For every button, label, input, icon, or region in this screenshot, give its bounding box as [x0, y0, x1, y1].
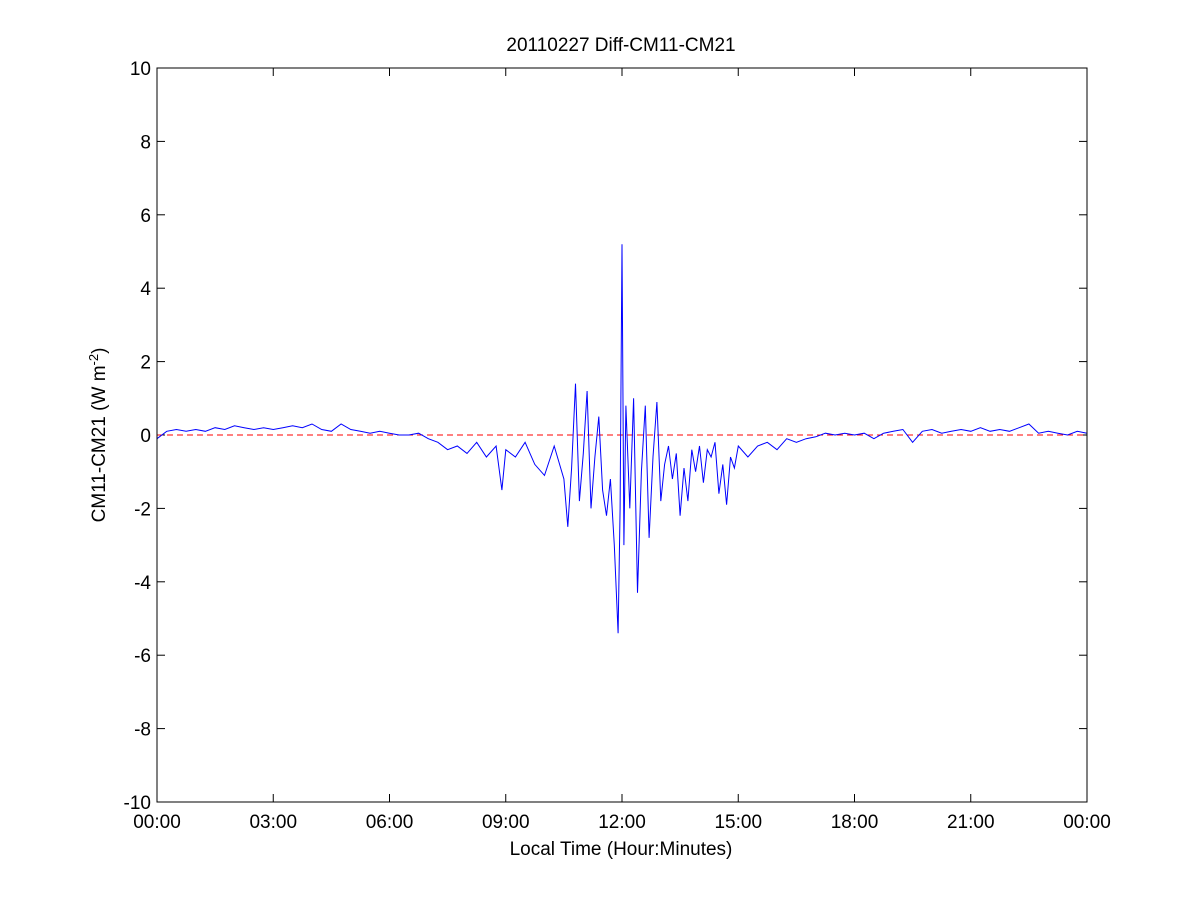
y-tick-label: -10: [124, 793, 151, 814]
y-tick-label: -4: [134, 573, 151, 594]
y-tick-label: 4: [140, 279, 151, 300]
y-axis-title-superscript: -2: [86, 354, 101, 366]
x-tick-label: 15:00: [714, 812, 762, 833]
y-axis-title-main: CM11-CM21 (W m: [89, 365, 110, 522]
y-tick-label: -2: [134, 499, 151, 520]
chart-title: 20110227 Diff-CM11-CM21: [506, 35, 735, 56]
y-axis-title: CM11-CM21 (W m-2): [86, 348, 111, 523]
y-tick-label: 8: [140, 132, 151, 153]
y-tick-label: -6: [134, 646, 151, 667]
x-tick-label: 03:00: [249, 812, 297, 833]
x-tick-label: 09:00: [482, 812, 530, 833]
series-group: [156, 244, 1088, 634]
y-tick-label: 2: [140, 353, 151, 374]
y-tick-label: 6: [140, 206, 151, 227]
series-line: [156, 244, 1088, 634]
x-tick-label: 00:00: [133, 812, 181, 833]
y-tick-label: 10: [130, 59, 151, 80]
x-axis-title: Local Time (Hour:Minutes): [510, 839, 733, 860]
x-tick-label: 06:00: [366, 812, 414, 833]
x-tick-label: 18:00: [831, 812, 879, 833]
y-tick-label: 0: [140, 426, 151, 447]
x-tick-label: 00:00: [1063, 812, 1111, 833]
y-tick-label: -8: [134, 720, 151, 741]
x-tick-label: 21:00: [947, 812, 995, 833]
plot-area-frame: [156, 67, 1088, 803]
y-axis-title-close: ): [89, 348, 110, 354]
x-tick-label: 12:00: [598, 812, 646, 833]
tick-labels: 00:00 03:00 06:00 09:00 12:00 15:00 18:00 21:00…: [124, 59, 1111, 833]
